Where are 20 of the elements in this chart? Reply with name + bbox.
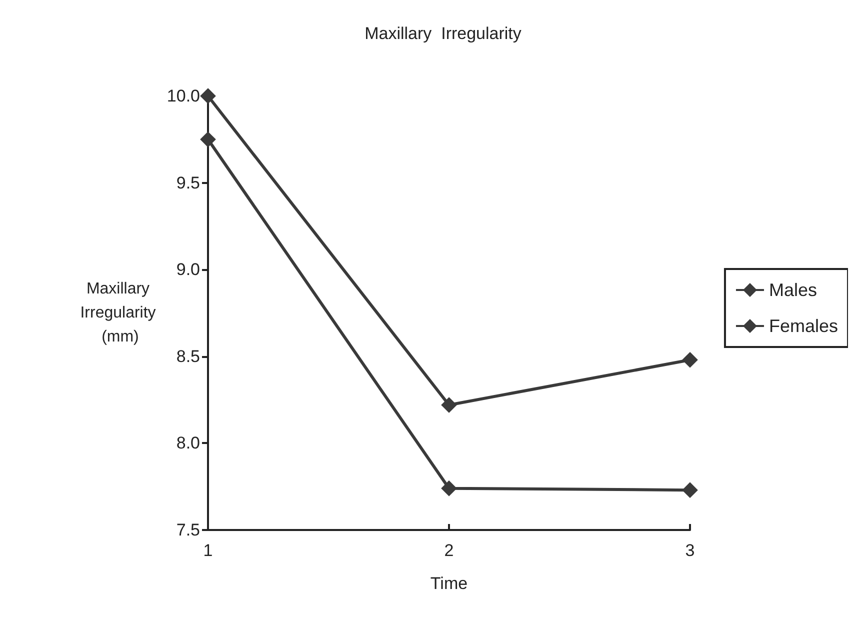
point bbox=[442, 480, 456, 496]
legend-label: Females bbox=[768, 316, 838, 336]
x-tick-label: 1 bbox=[203, 541, 213, 560]
x-tick-label: 3 bbox=[685, 541, 695, 560]
y-tick-label: 9.5 bbox=[176, 173, 200, 192]
x-axis-title: Time bbox=[430, 574, 468, 593]
point bbox=[442, 398, 456, 413]
point bbox=[200, 132, 216, 147]
legend-label: Males bbox=[768, 280, 817, 300]
y-tick-label: 9.0 bbox=[176, 260, 200, 280]
y-tick-label: 10.0 bbox=[166, 86, 200, 106]
chart-title: Maxillary Irregularity bbox=[364, 24, 522, 43]
point bbox=[682, 352, 698, 368]
y-tick-label: 8.0 bbox=[176, 434, 200, 453]
x-tick-label: 2 bbox=[444, 541, 454, 560]
point bbox=[682, 482, 698, 498]
point bbox=[200, 88, 216, 104]
y-tick-label: 8.5 bbox=[176, 346, 200, 366]
y-tick-label: 7.5 bbox=[176, 520, 200, 540]
y-axis-title: Maxillary Irregularity (mm) bbox=[80, 280, 156, 346]
